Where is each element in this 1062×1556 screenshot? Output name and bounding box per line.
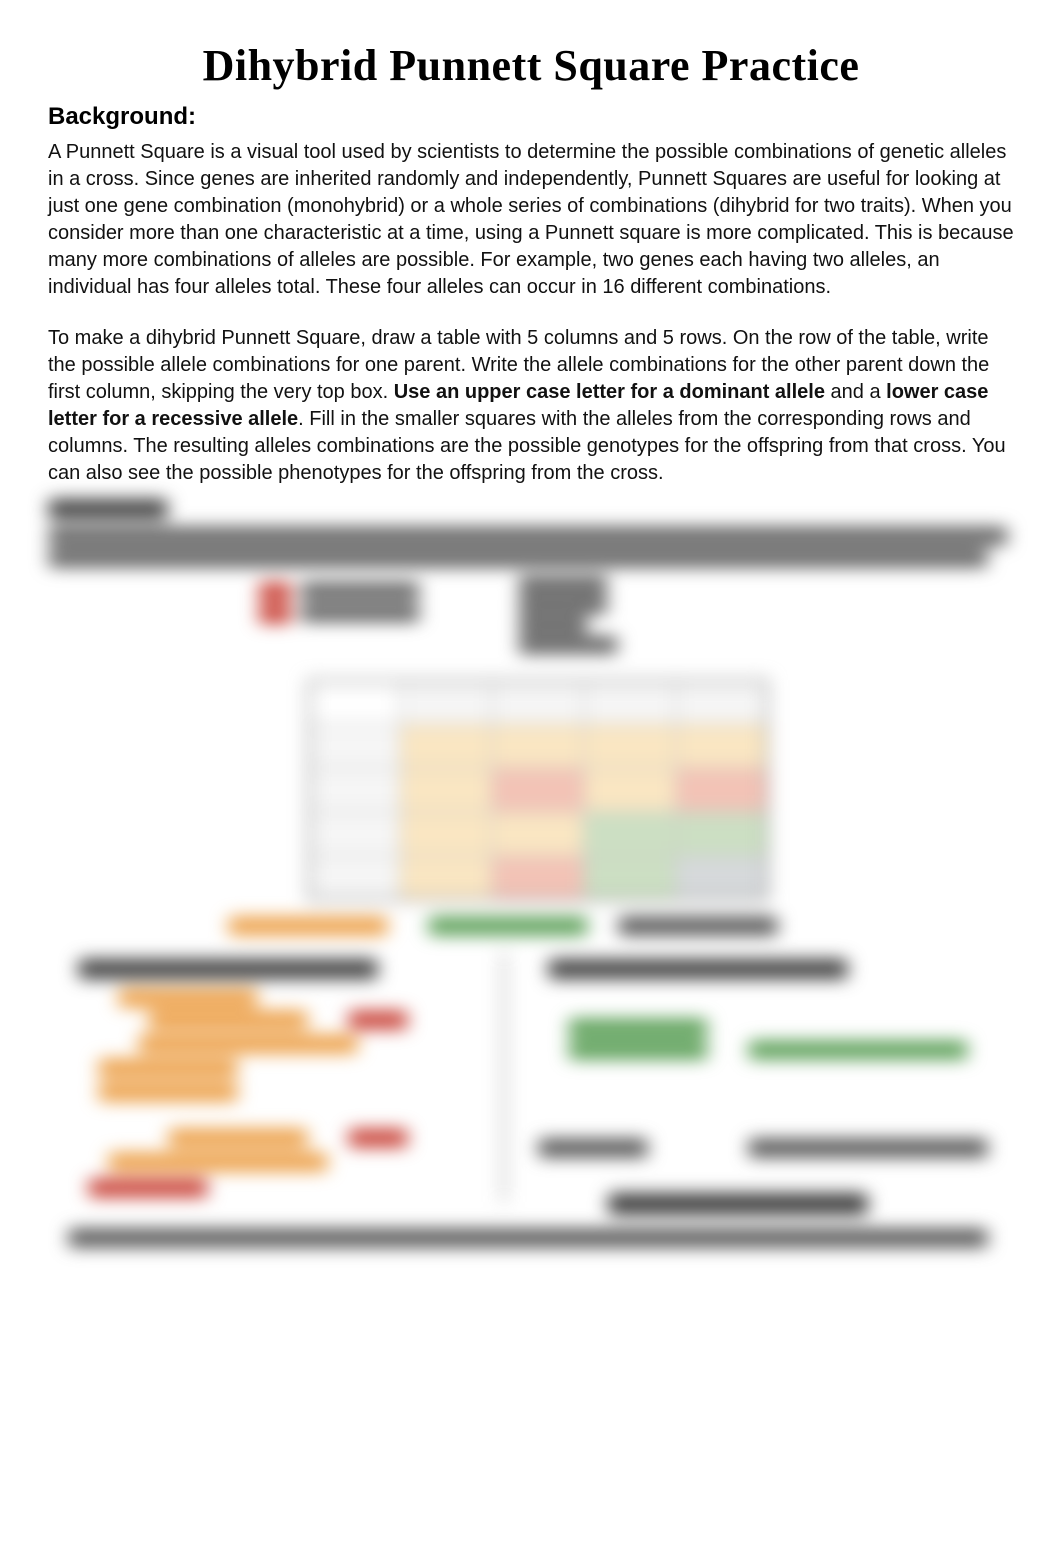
punnett-cell [308,724,400,768]
obscured-block [518,598,608,612]
obscured-block [300,606,420,620]
obscured-block [108,1154,328,1170]
obscured-block [518,638,618,652]
punnett-cell [676,856,768,900]
punnett-cell [584,680,676,724]
background-heading: Background: [48,103,1014,131]
punnett-cell [492,680,584,724]
punnett-cell [400,768,492,812]
punnett-cell [584,768,676,812]
obscured-block [618,918,778,934]
obscured-block [48,500,168,518]
punnett-cell [308,812,400,856]
punnett-cell [676,768,768,812]
p2-c: and a [825,381,886,403]
punnett-cell [400,856,492,900]
obscured-block [228,918,388,934]
punnett-cell [584,724,676,768]
obscured-block [608,1194,868,1214]
obscured-block [568,1020,708,1036]
obscured-region [48,500,1014,1536]
obscured-block [428,918,588,934]
page-title: Dihybrid Punnett Square Practice [48,40,1014,91]
obscured-block [88,1180,208,1196]
obscured-block [568,1042,708,1058]
column-divider [503,952,505,1202]
obscured-block [168,1130,308,1146]
punnett-outline [308,680,768,900]
punnett-cell [584,856,676,900]
obscured-block [98,1060,238,1076]
punnett-cell [492,724,584,768]
obscured-block [48,550,988,566]
obscured-block [348,1012,408,1028]
obscured-block [748,1140,988,1156]
obscured-block [48,528,1008,544]
obscured-block [258,606,292,622]
obscured-block [300,584,420,598]
obscured-block [748,1042,968,1058]
obscured-block [98,1084,238,1100]
punnett-cell [676,724,768,768]
obscured-block [348,1130,408,1146]
punnett-cell [308,680,400,724]
punnett-cell [400,680,492,724]
obscured-block [518,618,588,632]
punnett-cell [492,768,584,812]
punnett-cell [492,856,584,900]
obscured-block [518,578,608,592]
background-paragraph-2: To make a dihybrid Punnett Square, draw … [48,325,1014,487]
punnett-cell [308,768,400,812]
punnett-cell [584,812,676,856]
background-paragraph-1: A Punnett Square is a visual tool used b… [48,139,1014,301]
obscured-block [138,1036,358,1052]
punnett-cell [400,724,492,768]
punnett-cell [676,812,768,856]
punnett-cell [400,812,492,856]
obscured-block [78,960,378,978]
obscured-block [548,960,848,978]
p2-b-bold: Use an upper case letter for a dominant … [394,381,825,403]
punnett-cell [308,856,400,900]
obscured-block [118,990,258,1006]
obscured-block [258,584,292,600]
punnett-cell [492,812,584,856]
punnett-cell [676,680,768,724]
obscured-block [538,1140,648,1156]
obscured-block [68,1230,988,1246]
obscured-block [148,1012,308,1028]
